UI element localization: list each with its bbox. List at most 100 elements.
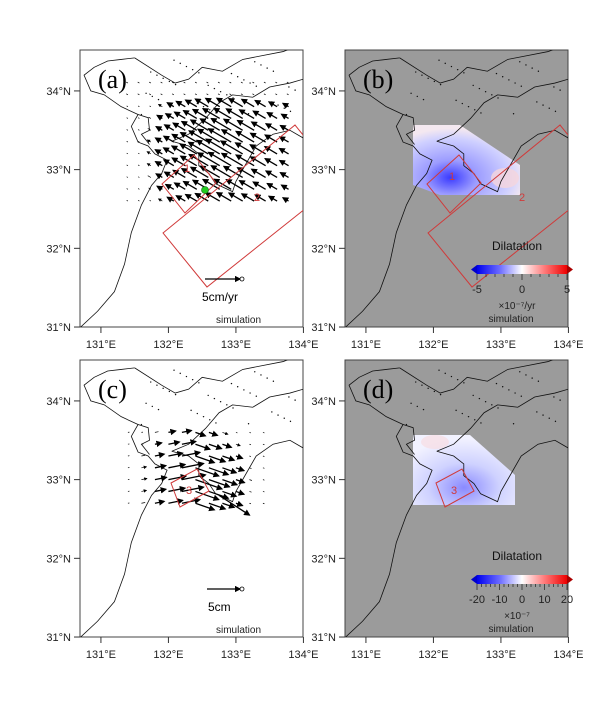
island-dot [513,113,514,114]
displacement-arrow [249,503,251,504]
island-dot [457,379,458,380]
island-dot [197,413,198,414]
lat-tick-label: 34°N [46,86,71,98]
colorbar-max-triangle [567,575,573,584]
colorbar-tick-label: 10 [538,594,550,606]
island-dot [290,111,291,112]
island-dot [284,418,285,419]
island-dot [256,396,257,397]
island-dot [209,109,210,110]
lon-tick-label: 133°E [486,339,516,351]
island-dot [479,398,480,399]
island-dot [266,377,267,378]
island-dot [156,384,157,385]
panel-label: (b) [363,65,393,94]
island-dot [209,419,210,420]
lat-tick-label: 33°N [311,475,336,487]
island-dot [427,388,428,389]
island-dot [406,114,407,115]
island-dot [150,71,151,72]
island-dot [248,423,249,424]
lat-tick-label: 33°N [46,475,71,487]
island-dot [474,419,475,420]
island-dot [549,108,550,109]
island-dot [479,88,480,89]
colorbar-title: Dilatation [492,239,542,253]
simulation-note: simulation [488,314,533,325]
lon-tick-label: 134°E [553,339,583,351]
island-dot [462,413,463,414]
simulation-note: simulation [216,625,261,636]
island-dot [198,382,199,383]
island-dot [290,421,291,422]
island-dot [162,388,163,389]
island-dot [480,422,481,423]
lon-tick-label: 132°E [153,649,183,661]
lat-tick-label: 33°N [46,165,71,177]
island-dot [531,67,532,68]
island-dot [438,60,439,61]
island-dot [173,60,174,61]
island-dot [519,61,520,62]
lon-tick-label: 134°E [553,649,583,661]
island-dot [190,410,191,411]
lat-tick-label: 32°N [46,243,71,255]
island-dot [243,389,244,390]
island-dot [152,96,153,97]
island-dot [451,66,452,67]
island-dot [468,106,469,107]
island-dot [502,386,503,387]
island-dot [215,422,216,423]
colorbar-max-triangle [567,265,573,274]
lon-tick-label: 134°E [288,649,318,661]
island-dot [496,73,497,74]
island-dot [207,85,208,86]
scale-arrow-tip [240,277,244,281]
island-dot [451,376,452,377]
island-dot [294,89,295,90]
lon-tick-label: 132°E [418,649,448,661]
island-dot [214,88,215,89]
island-dot [169,391,170,392]
island-dot [232,407,233,408]
lat-tick-label: 31°N [311,632,336,644]
island-dot [203,416,204,417]
island-dot [260,64,261,65]
island-dot [496,383,497,384]
island-dot [513,423,514,424]
island-dot [249,392,250,393]
island-dot [440,84,441,85]
lat-tick-label: 31°N [311,322,336,334]
island-dot [555,421,556,422]
island-dot [284,108,285,109]
lat-tick-label: 31°N [46,322,71,334]
colorbar-tick-label: -10 [492,594,508,606]
island-dot [243,79,244,80]
box-label-1: 1 [449,171,455,183]
island-dot [175,84,176,85]
displacement-arrow [249,456,251,457]
island-dot [249,82,250,83]
lon-tick-label: 131°E [351,649,381,661]
island-dot [474,109,475,110]
island-dot [288,396,289,397]
island-dot [260,374,261,375]
colorbar-tick-label: 0 [519,594,525,606]
island-dot [141,114,142,115]
lat-tick-label: 32°N [46,553,71,565]
dilatation-positive-patch [421,435,449,449]
island-dot [410,93,411,94]
lat-tick-label: 32°N [311,243,336,255]
island-dot [417,96,418,97]
box-label-2: 2 [519,192,525,204]
island-dot [463,72,464,73]
station-marker [202,187,209,194]
island-dot [231,73,232,74]
box-label-3: 3 [186,485,192,497]
colorbar-unit: ×10⁻⁷/yr [499,301,537,312]
island-dot [559,89,560,90]
island-dot [271,411,272,412]
island-dot [457,69,458,70]
lat-tick-label: 34°N [311,396,336,408]
